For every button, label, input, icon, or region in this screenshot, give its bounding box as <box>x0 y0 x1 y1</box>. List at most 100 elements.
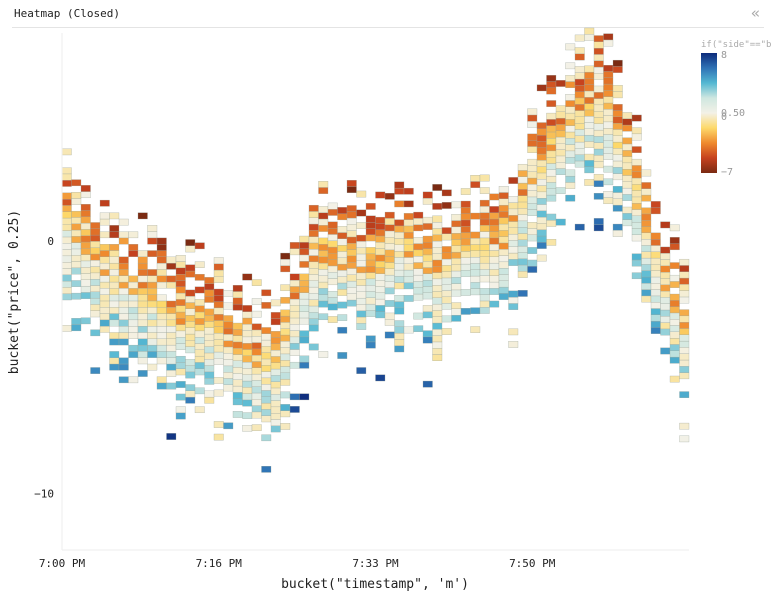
heatmap-cell <box>80 267 91 274</box>
heatmap-cell <box>603 121 614 129</box>
y-tick-label: −10 <box>34 487 54 500</box>
heatmap-cell <box>603 39 614 47</box>
heatmap-cell <box>555 155 566 163</box>
heatmap-cell <box>270 331 281 338</box>
heatmap-cell <box>679 353 690 361</box>
heatmap-cell <box>109 269 120 276</box>
heatmap-cell <box>622 194 633 201</box>
heatmap-cell <box>622 124 633 132</box>
heatmap-cell <box>270 387 281 395</box>
heatmap-cell <box>71 236 82 243</box>
heatmap-cell <box>631 190 642 198</box>
heatmap-cell <box>479 288 490 295</box>
heatmap-cell <box>185 384 196 391</box>
heatmap-cell <box>403 200 414 208</box>
heatmap-cell <box>71 292 82 300</box>
heatmap-cell <box>489 269 500 276</box>
legend-tick-label: −7 <box>721 167 733 178</box>
heatmap-cell <box>71 280 82 287</box>
heatmap-cell <box>80 279 91 287</box>
heatmap-cell <box>679 391 690 398</box>
heatmap-cell <box>536 179 547 186</box>
heatmap-cell <box>669 293 680 301</box>
heatmap-cell <box>289 324 300 331</box>
heatmap-cell <box>394 257 405 264</box>
heatmap-cell <box>660 246 671 254</box>
heatmap-cell <box>593 104 604 112</box>
heatmap-cell <box>517 233 528 240</box>
heatmap-cell <box>593 136 604 143</box>
heatmap-cell <box>128 281 139 289</box>
heatmap-cell <box>641 182 652 189</box>
heatmap-cell <box>394 332 405 340</box>
heatmap-cell <box>536 198 547 205</box>
heatmap-cell <box>194 330 205 338</box>
double-chevron-left-icon[interactable]: « <box>751 4 761 22</box>
heatmap-cell <box>498 217 509 225</box>
heatmap-cell <box>242 317 253 325</box>
heatmap-cell <box>451 239 462 246</box>
heatmap-cell <box>175 393 186 401</box>
heatmap-cell <box>451 220 462 228</box>
heatmap-cell <box>365 228 376 235</box>
heatmap-cell <box>508 328 519 336</box>
heatmap-cell <box>451 214 462 221</box>
heatmap-cell <box>470 238 481 245</box>
heatmap-cell <box>156 300 167 308</box>
heatmap-cell <box>308 286 319 294</box>
heatmap-cell <box>251 424 262 431</box>
heatmap-cell <box>356 279 367 286</box>
heatmap-cell <box>650 257 661 265</box>
heatmap-cell <box>99 294 110 302</box>
heatmap-cell <box>156 294 167 302</box>
heatmap-cell <box>622 137 633 145</box>
heatmap-cell <box>384 224 395 232</box>
heatmap-cell <box>517 176 528 184</box>
heatmap-cell <box>156 351 167 358</box>
heatmap-cell <box>498 204 509 212</box>
heatmap-cell <box>650 264 661 271</box>
heatmap-cell <box>147 237 158 245</box>
heatmap-cell <box>71 255 82 262</box>
heatmap-cell <box>118 307 129 314</box>
heatmap-cell <box>232 297 243 305</box>
heatmap-cell <box>137 275 148 283</box>
panel-header: Heatmap (Closed) « <box>0 0 776 28</box>
heatmap-cell <box>356 266 367 274</box>
heatmap-cell <box>166 326 177 333</box>
heatmap-cell <box>498 293 509 300</box>
heatmap-cell <box>289 349 300 356</box>
heatmap-cell <box>622 206 633 214</box>
heatmap-cell <box>413 237 424 244</box>
heatmap-cell <box>299 393 310 401</box>
heatmap-cell <box>669 274 680 282</box>
heatmap-cell <box>498 192 509 199</box>
heatmap-cell <box>99 212 110 220</box>
heatmap-cell <box>71 210 82 218</box>
heatmap-cell <box>251 329 262 337</box>
heatmap-cell <box>166 351 177 358</box>
heatmap-cell <box>251 310 262 318</box>
heatmap-cell <box>441 252 452 260</box>
heatmap-cell <box>508 303 519 310</box>
heatmap-cell <box>308 217 319 225</box>
heatmap-cell <box>337 213 348 221</box>
heatmap-cell <box>327 272 338 279</box>
heatmap-cell <box>299 254 310 262</box>
heatmap-cell <box>612 116 623 124</box>
heatmap-cell <box>622 181 633 189</box>
heatmap-cell <box>156 382 167 390</box>
heatmap-cell <box>375 254 386 262</box>
heatmap-cell <box>631 165 642 172</box>
heatmap-cell <box>356 247 367 255</box>
heatmap-cell <box>213 307 224 315</box>
heatmap-cell <box>574 148 585 155</box>
heatmap-cell <box>147 332 158 339</box>
heatmap-cell <box>90 272 101 280</box>
heatmap-cell <box>356 272 367 280</box>
heatmap-cell <box>650 308 661 315</box>
heatmap-cell <box>479 250 490 257</box>
heatmap-cell <box>299 336 310 344</box>
heatmap-cell <box>641 213 652 221</box>
heatmap-cell <box>612 59 623 67</box>
